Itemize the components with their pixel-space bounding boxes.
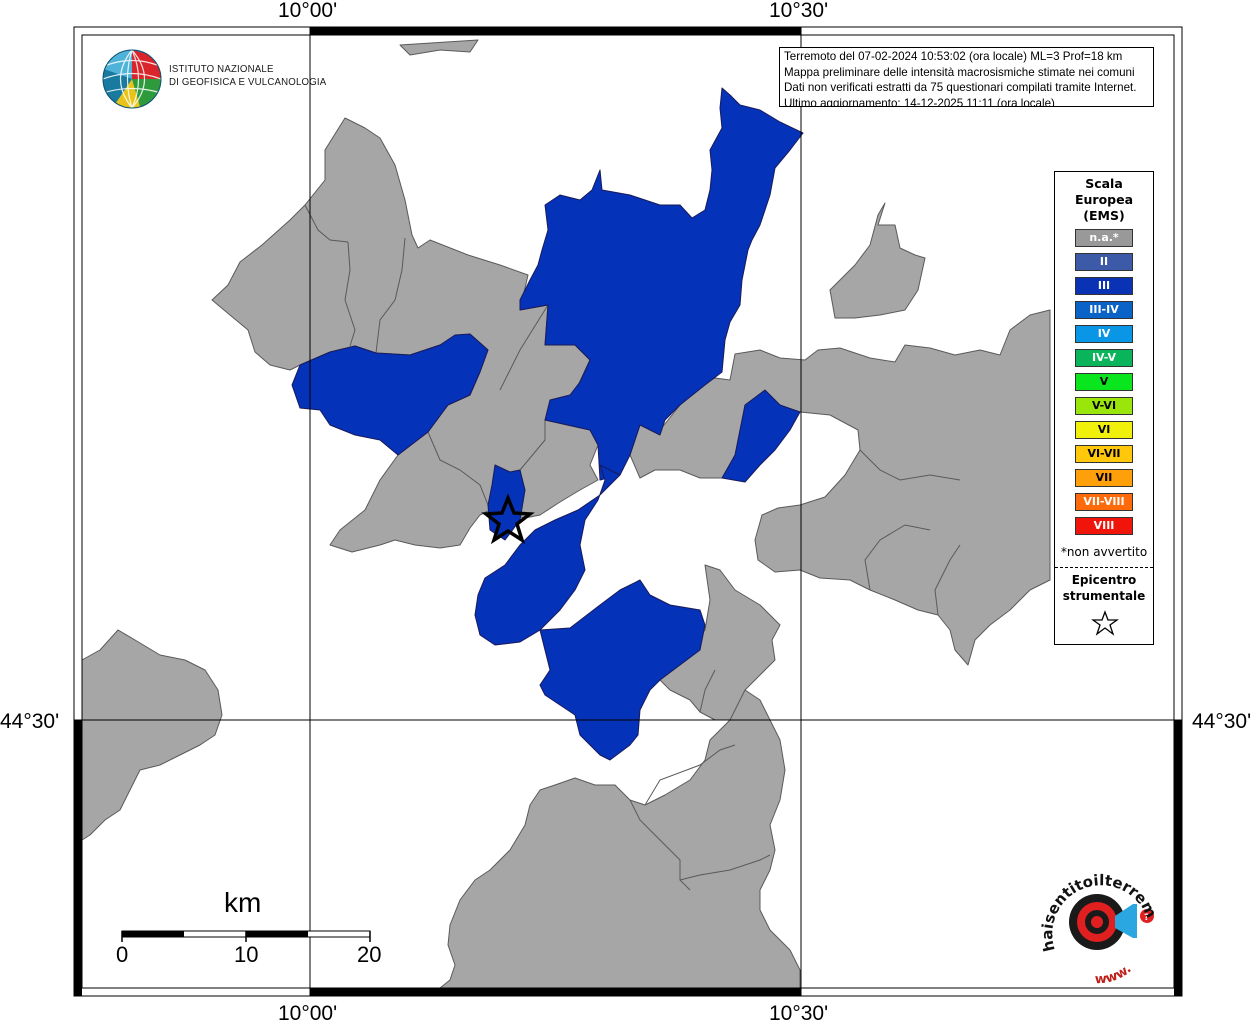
municipality-area xyxy=(81,629,223,841)
municipality-area xyxy=(439,689,801,989)
legend-item-iii-iv: III-IV xyxy=(1075,301,1133,319)
lon-label-bottom-left: 10°00' xyxy=(278,1002,338,1025)
haisentito-logo: ? haisentitoilterremoto.it www. xyxy=(1035,858,1160,988)
lon-label-top-right: 10°30' xyxy=(769,0,829,22)
lon-label-bottom-right: 10°30' xyxy=(769,1002,829,1025)
legend-item-vii: VII xyxy=(1075,469,1133,487)
municipality-area xyxy=(211,117,591,553)
info-line-data-source: Dati non verificati estratti da 75 quest… xyxy=(784,81,1137,94)
legend-item-vi: VI xyxy=(1075,421,1133,439)
municipality-area xyxy=(539,579,706,761)
legend-title: Scala Europea (EMS) xyxy=(1055,176,1153,224)
scale-tick-10: 10 xyxy=(234,942,259,967)
municipality-area xyxy=(519,87,804,481)
municipality-area xyxy=(474,464,621,646)
legend-title-line2: Europea xyxy=(1074,192,1134,207)
scale-tick-0: 0 xyxy=(116,942,129,967)
legend-title-line3: (EMS) xyxy=(1083,208,1125,223)
lat-label-right: 44°30' xyxy=(1192,710,1252,733)
legend-item-iv: IV xyxy=(1075,325,1133,343)
municipality-area xyxy=(399,39,479,56)
municipalities-not-available xyxy=(81,39,1051,989)
info-line-updated: Ultimo aggiornamento: 14-12-2025 11:11 (… xyxy=(784,96,1055,107)
institute-name-line2: DI GEOFISICA E VULCANOLOGIA xyxy=(169,75,327,88)
map-frame-ticks xyxy=(74,27,1182,996)
scale-bar xyxy=(121,930,371,942)
svg-text:?: ? xyxy=(1144,913,1149,923)
legend-item-v-vi: V-VI xyxy=(1075,397,1133,415)
legend-note: *non avvertito xyxy=(1060,545,1148,559)
legend-items: n.a.* II III III-IV IV IV-V V V-VI VI VI-VII VII VI… xyxy=(1075,229,1133,541)
municipality-area xyxy=(829,202,926,319)
logo-text-bottom: www. xyxy=(1094,962,1134,988)
legend-item-viii: VIII xyxy=(1075,517,1133,535)
earthquake-info-box: Terremoto del 07-02-2024 10:53:02 (ora l… xyxy=(779,47,1154,107)
legend-epicenter-line2: strumentale xyxy=(1062,589,1146,603)
institute-name-line1: ISTITUTO NAZIONALE xyxy=(169,63,274,75)
lon-label-top-left: 10°00' xyxy=(278,0,338,22)
lat-label-left: 44°30' xyxy=(0,710,60,733)
legend-item-iv-v: IV-V xyxy=(1075,349,1133,367)
epicenter-star xyxy=(481,493,535,545)
scale-tick-20: 20 xyxy=(357,942,382,967)
scale-unit: km xyxy=(224,887,262,918)
legend-item-ii: II xyxy=(1075,253,1133,271)
legend-item-vii-viii: VII-VIII xyxy=(1075,493,1133,511)
legend-item-iii: III xyxy=(1075,277,1133,295)
municipality-area xyxy=(721,389,801,483)
info-line-event: Terremoto del 07-02-2024 10:53:02 (ora l… xyxy=(784,50,1123,63)
star-icon xyxy=(1091,610,1119,636)
svg-text:www.: www. xyxy=(1094,962,1134,988)
legend-epicenter-line1: Epicentro xyxy=(1071,573,1137,587)
legend-title-line1: Scala xyxy=(1085,176,1123,191)
municipality-area xyxy=(629,309,1051,666)
legend-divider xyxy=(1055,567,1153,568)
municipal-boundaries xyxy=(304,204,961,891)
ingv-logo: ISTITUTO NAZIONALE DI GEOFISICA E VULCAN… xyxy=(100,47,326,111)
globe-icon xyxy=(102,49,162,109)
municipalities-intensity-III xyxy=(291,87,804,761)
legend-item-n-a: n.a.* xyxy=(1075,229,1133,247)
ems-legend: Scala Europea (EMS) n.a.* II III III-IV IV IV… xyxy=(1054,171,1154,645)
info-line-description: Mappa preliminare delle intensità macros… xyxy=(784,65,1135,79)
legend-item-v: V xyxy=(1075,373,1133,391)
legend-item-vi-vii: VI-VII xyxy=(1075,445,1133,463)
legend-epicenter-label: Epicentro strumentale xyxy=(1055,572,1153,604)
municipality-area xyxy=(291,333,489,456)
